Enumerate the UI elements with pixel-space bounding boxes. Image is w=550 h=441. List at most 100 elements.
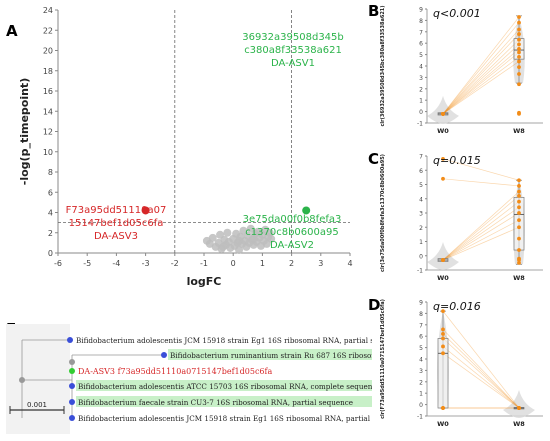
panel-label-c: C (368, 150, 380, 168)
y-tick-label: 0 (419, 109, 423, 116)
y-tick-label: 2 (419, 86, 423, 93)
y-tick-label: 24 (43, 6, 53, 15)
panel-b-violin-plot: -1 0 1 2 3 4 5 6 7 8 9 W0 W8 q<0.001 clr(36932a39508d3… (380, 5, 543, 135)
q-value-label: q<0.001 (433, 7, 481, 20)
sample-point (517, 32, 521, 36)
box-iqr (437, 338, 449, 409)
x-tick-label: W8 (513, 420, 525, 428)
y-tick-label: 4 (419, 64, 423, 71)
sample-point (441, 344, 445, 349)
volcano-point (223, 228, 232, 237)
y-tick-label: 2 (48, 229, 53, 238)
paired-line (442, 39, 520, 115)
leaf-label: Bifidobacterium adolescentis ATCC 15703 … (78, 382, 372, 391)
y-tick-label: 5 (419, 52, 423, 59)
paired-line (442, 338, 520, 409)
sample-point (441, 156, 445, 161)
violin-shape (503, 390, 535, 419)
y-tick-label: 10 (43, 148, 53, 157)
x-tick-label: -4 (112, 259, 120, 268)
paired-line (442, 346, 520, 409)
y-axis-title: clr(F73a95dd51110a0715147bef1d05c6fa) (380, 299, 386, 419)
leaf-label: Bifidobacterium adolescentis JCM 15918 s… (76, 336, 372, 345)
paired-line (442, 226, 520, 261)
leaf-label: DA-ASV3 f73a95dd51110a0715147bef1d05c6fa (78, 367, 272, 376)
y-tick-label: 0 (48, 249, 53, 258)
sample-point (517, 65, 521, 70)
sample-point (517, 258, 521, 262)
leaf-node (69, 415, 75, 421)
violin-shape (427, 95, 459, 124)
tree-background (6, 324, 70, 434)
paired-line (442, 195, 520, 261)
y-tick-label: 1 (419, 98, 423, 105)
y-tick-label: 8 (48, 168, 53, 177)
volcano-point (235, 245, 244, 254)
leaf-node (67, 337, 73, 343)
leaf-node (69, 383, 75, 389)
sample-point (517, 248, 521, 252)
paired-line (442, 353, 520, 409)
leaf-label: Bifidobacterium adolescentis JCM 15918 s… (78, 414, 372, 423)
leaf-highlight (76, 396, 372, 407)
sample-point (517, 406, 521, 410)
sample-point (517, 178, 521, 183)
volcano-point (249, 234, 258, 243)
volcano-point (218, 242, 227, 251)
y-tick-label: 12 (43, 128, 53, 137)
scale-bar-label: 0.001 (27, 401, 47, 409)
y-tick-label: 8 (419, 18, 423, 25)
sample-point (441, 111, 445, 116)
sample-point (517, 194, 521, 198)
sample-point (517, 218, 521, 223)
da-asv-point (302, 206, 311, 215)
paired-line (442, 22, 520, 115)
x-tick-label: W8 (513, 127, 525, 135)
sample-point (517, 37, 521, 42)
leaf-node (161, 352, 167, 358)
sample-point (517, 211, 521, 215)
y-tick-label: 4 (419, 196, 423, 203)
da-asv-point (141, 206, 150, 215)
y-tick-label: 3 (419, 368, 423, 375)
y-tick-label: -1 (417, 414, 423, 421)
y-tick-label: 0 (419, 402, 423, 409)
paired-line (442, 48, 520, 115)
sample-point (441, 258, 445, 262)
da-asv-label: F73a95dd51110a07 (66, 205, 167, 216)
panel-label-a: A (6, 22, 18, 40)
x-tick-label: 2 (289, 259, 294, 268)
y-tick-label: 7 (419, 322, 423, 329)
da-asv-label: DA-ASV3 (94, 231, 138, 242)
y-tick-label: 6 (419, 168, 423, 175)
panel-label-b: B (368, 2, 380, 20)
x-tick-label: -5 (83, 259, 91, 268)
y-tick-label: 7 (419, 154, 423, 161)
paired-line (442, 61, 520, 115)
da-asv-label: 15147bef1d05c6fa (69, 218, 164, 229)
y-tick-label: 1 (419, 391, 423, 398)
sample-point (441, 332, 445, 336)
paired-line (442, 56, 520, 115)
y-tick-label: 9 (419, 300, 423, 307)
y-tick-label: -1 (417, 268, 423, 275)
sample-point (441, 176, 445, 181)
box-iqr (513, 196, 525, 251)
sample-point (517, 59, 521, 64)
y-tick-label: 3 (419, 75, 423, 82)
da-asv-label: 3e75da00f0b8fefa3 (243, 214, 342, 225)
tree-node (19, 377, 25, 383)
q-value-label: q=0.015 (433, 154, 481, 167)
y-tick-label: 8 (419, 311, 423, 318)
y-axis-title: -log(p_timepoint) (18, 78, 31, 185)
sample-point (517, 199, 521, 204)
leaf-node (69, 399, 75, 405)
x-tick-label: W8 (513, 274, 525, 282)
x-tick-label: W0 (437, 274, 449, 282)
paired-line (442, 16, 520, 115)
x-axis-title: logFC (187, 275, 222, 288)
y-tick-label: 3 (419, 211, 423, 218)
y-tick-label: 14 (43, 107, 53, 116)
y-tick-label: 6 (419, 334, 423, 341)
da-asv-label: c380a8f33538a621 (244, 45, 342, 56)
